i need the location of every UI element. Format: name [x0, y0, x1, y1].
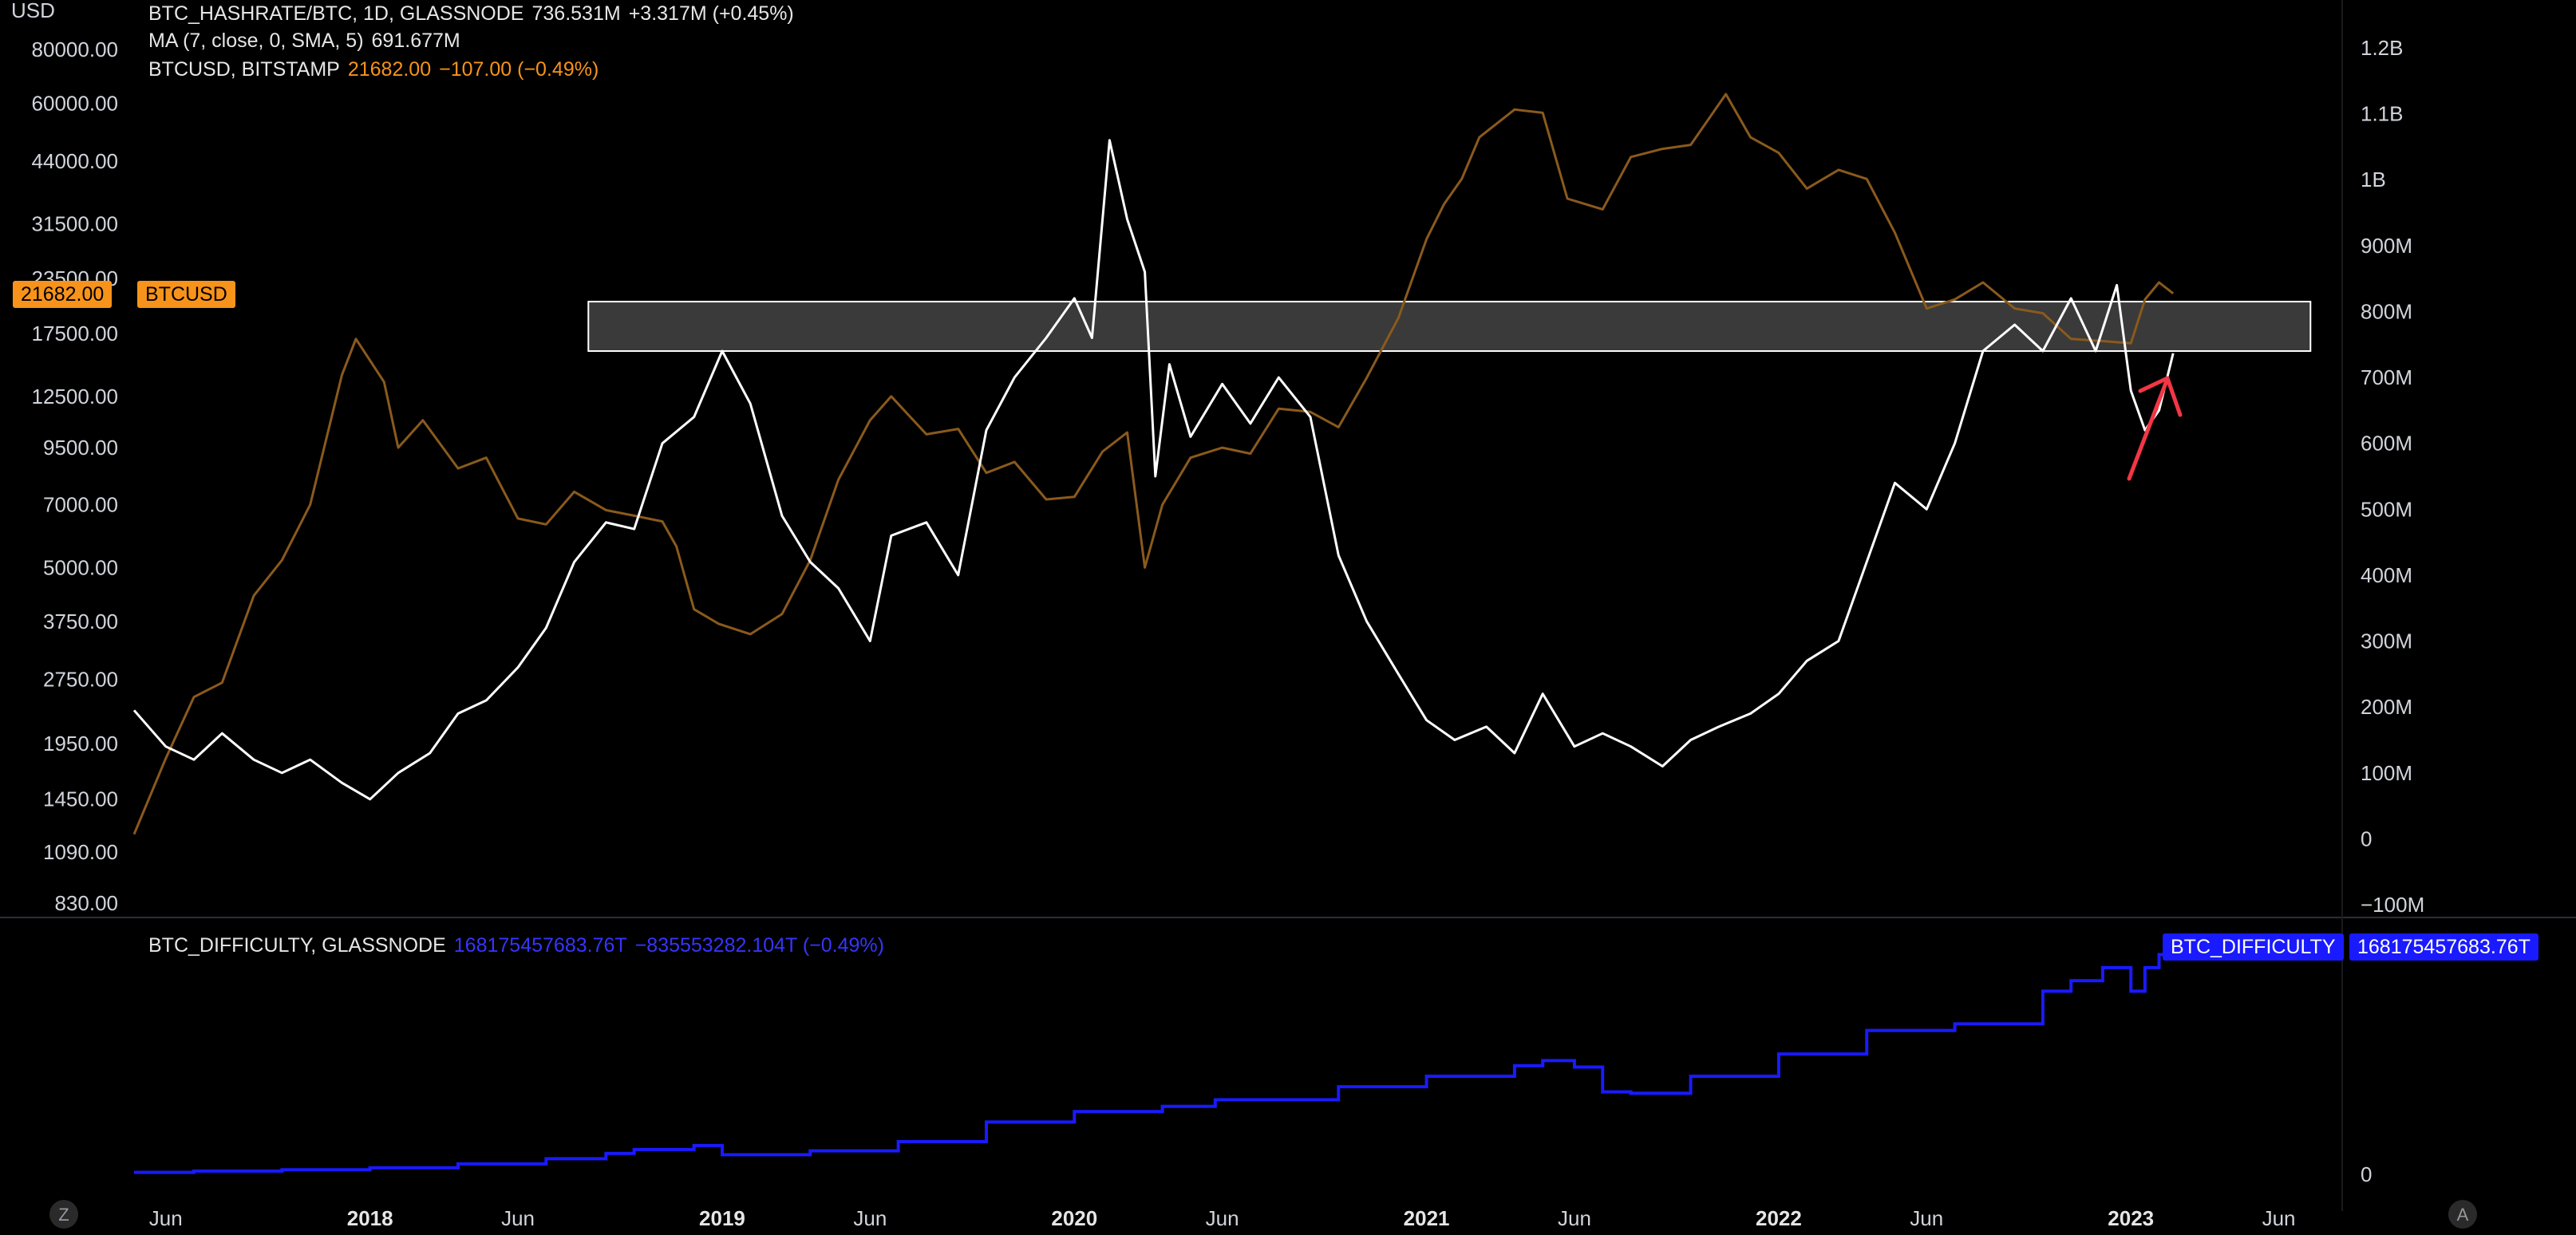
difficulty-axis[interactable]: 120000000000T80000000000T40000000000T0 — [2361, 0, 2512, 1187]
scale-mode-left-label: Z — [58, 1205, 69, 1225]
right-tick-label: 300M — [2361, 629, 2412, 653]
difficulty-tag-value[interactable]: 168175457683.76T — [2349, 933, 2538, 961]
right-tick-label: 1.1B — [2361, 102, 2404, 126]
legend-difficulty-change: −835553282.104T (−0.49%) — [634, 934, 884, 957]
x-tick-label: 2023 — [2108, 1206, 2154, 1230]
right-tick-label: 700M — [2361, 365, 2412, 389]
left-tick-label: 12500.00 — [32, 385, 118, 408]
left-tick-label: 1450.00 — [43, 787, 118, 811]
red-arrow-annotation[interactable] — [2127, 376, 2183, 481]
right-tick-label: 500M — [2361, 497, 2412, 521]
x-tick-label: 2019 — [699, 1206, 745, 1230]
left-tick-label: 5000.00 — [43, 555, 118, 579]
left-tick-label: 7000.00 — [43, 493, 118, 517]
left-tick-label: 80000.00 — [32, 37, 118, 61]
scale-mode-right-label: A — [2457, 1205, 2469, 1225]
legend-difficulty-name: BTC_DIFFICULTY, GLASSNODE — [148, 934, 446, 957]
x-tick-label: Jun — [1910, 1206, 1943, 1230]
x-tick-label: 2018 — [347, 1206, 393, 1230]
right-tick-label: 1B — [2361, 168, 2386, 191]
right-tick-label: 1.2B — [2361, 36, 2404, 60]
scale-mode-right-button[interactable] — [2448, 1200, 2477, 1229]
difficulty-tick-label: 0 — [2361, 1162, 2372, 1186]
legend-ma-value: 691.677M — [371, 30, 460, 52]
right-tick-label: −100M — [2361, 893, 2424, 917]
legend-hashrate-name: BTC_HASHRATE/BTC, 1D, GLASSNODE — [148, 2, 524, 25]
scale-mode-left-button[interactable] — [49, 1200, 78, 1229]
hashrate-line — [132, 139, 2175, 801]
difficulty-series — [134, 953, 2175, 1174]
legend-btcusd-change: −107.00 (−0.49%) — [439, 58, 599, 81]
arrow-shape — [2127, 376, 2183, 481]
x-tick-label: 2021 — [1404, 1206, 1450, 1230]
left-tick-label: 2750.00 — [43, 667, 118, 691]
x-tick-label: 2020 — [1051, 1206, 1097, 1230]
right-hashrate-axis[interactable]: 1.2B 1.1B 1B 900M 800M 700M 600M 500M 400M 300M 20… — [2361, 36, 2424, 917]
x-tick-label: Jun — [1558, 1206, 1591, 1230]
difficulty-line — [134, 953, 2175, 1174]
right-tick-label: 400M — [2361, 563, 2412, 587]
price-tag-value[interactable]: 21682.00 — [13, 281, 113, 308]
right-tick-label: 900M — [2361, 234, 2412, 258]
left-price-axis[interactable]: USD80000.0060000.0044000.0031500.0023500… — [11, 0, 118, 915]
right-tick-label: 800M — [2361, 299, 2412, 323]
legend-btcusd-value: 21682.00 — [347, 58, 432, 81]
left-tick-label: 9500.00 — [43, 436, 118, 460]
legend-ma-name: MA (7, close, 0, SMA, 5) — [148, 30, 364, 52]
right-tick-label: 100M — [2361, 761, 2412, 785]
left-axis-unit: USD — [11, 0, 55, 22]
right-tick-label: 600M — [2361, 432, 2412, 456]
time-axis[interactable]: Jun 2018 Jun 2019 Jun 2020 Jun 2021 Jun 2022 Jun 20… — [149, 1206, 2296, 1230]
difficulty-tag-label[interactable]: BTC_DIFFICULTY — [2163, 933, 2344, 961]
x-tick-label: Jun — [853, 1206, 887, 1230]
x-tick-label: Jun — [1206, 1206, 1239, 1230]
resistance-zone — [587, 301, 2312, 353]
hashrate-series — [132, 139, 2175, 801]
zone-rectangle — [587, 301, 2312, 353]
legend-btcusd[interactable]: BTCUSD, BITSTAMP 21682.00 −107.00 (−0.49%) — [148, 57, 606, 81]
legend-difficulty-value: 168175457683.76T — [453, 934, 627, 957]
legend-hashrate[interactable]: BTC_HASHRATE/BTC, 1D, GLASSNODE 736.531M +… — [148, 2, 802, 26]
left-tick-label: 31500.00 — [32, 211, 118, 235]
x-tick-label: 2022 — [1756, 1206, 1802, 1230]
x-tick-label: Jun — [149, 1206, 183, 1230]
btcusd-series — [132, 93, 2175, 835]
left-tick-label: 17500.00 — [32, 322, 118, 345]
right-tick-label: 200M — [2361, 695, 2412, 719]
right-tick-label: 0 — [2361, 827, 2372, 850]
left-tick-label: 3750.00 — [43, 610, 118, 633]
left-tick-label: 830.00 — [54, 891, 118, 915]
legend-hashrate-change: +3.317M (+0.45%) — [628, 2, 794, 25]
left-tick-label: 60000.00 — [32, 91, 118, 115]
left-tick-label: 44000.00 — [32, 149, 118, 173]
legend-hashrate-value: 736.531M — [531, 2, 621, 25]
legend-btcusd-name: BTCUSD, BITSTAMP — [148, 58, 340, 81]
legend-ma[interactable]: MA (7, close, 0, SMA, 5) 691.677M — [148, 29, 468, 53]
left-tick-label: 1090.00 — [43, 840, 118, 864]
x-tick-label: Jun — [501, 1206, 535, 1230]
legend-difficulty[interactable]: BTC_DIFFICULTY, GLASSNODE 168175457683.76… — [148, 933, 892, 957]
left-tick-label: 1950.00 — [43, 732, 118, 756]
price-tag-label[interactable]: BTCUSD — [137, 281, 235, 308]
x-tick-label: Jun — [2262, 1206, 2296, 1230]
btcusd-line — [132, 93, 2175, 835]
